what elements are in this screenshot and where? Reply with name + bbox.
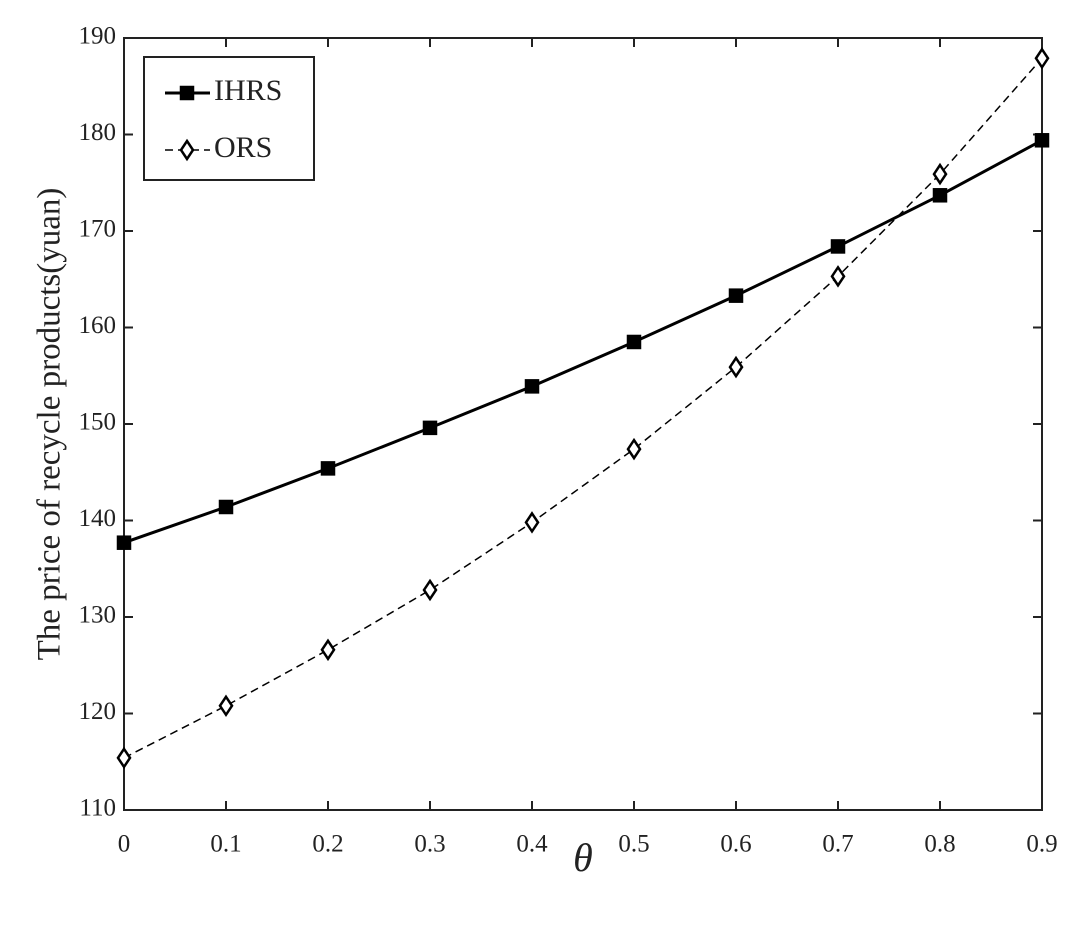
legend-box	[143, 56, 315, 181]
series-line	[123, 57, 1043, 759]
x-tick-label: 0.3	[414, 831, 445, 858]
x-axis-label: θ	[573, 835, 593, 880]
legend-label: ORS	[214, 131, 272, 164]
x-tick-label: 0.9	[1026, 831, 1057, 858]
marker	[116, 535, 132, 550]
x-tick-label: 0	[118, 831, 131, 858]
marker	[320, 461, 336, 476]
marker	[830, 239, 846, 254]
legend-marker	[179, 138, 195, 162]
marker	[830, 265, 846, 288]
marker	[116, 746, 132, 770]
legend-label: IHRS	[214, 74, 282, 107]
marker	[1034, 47, 1050, 70]
marker	[218, 694, 234, 718]
x-tick-label: 0.5	[618, 831, 649, 858]
y-tick-label: 170	[79, 216, 117, 243]
y-axis-label: The price of recycle products(yuan)	[32, 188, 68, 661]
y-tick-label: 150	[79, 409, 117, 436]
marker	[320, 638, 336, 662]
marker	[728, 288, 744, 303]
marker	[524, 511, 540, 534]
x-tick-label: 0.1	[210, 831, 241, 858]
y-tick-label: 160	[79, 312, 117, 339]
marker	[218, 499, 234, 515]
marker	[932, 162, 948, 186]
x-tick-label: 0.8	[924, 831, 955, 858]
x-tick-label: 0.4	[516, 831, 548, 858]
marker	[626, 334, 642, 350]
y-tick-label: 120	[79, 698, 117, 725]
marker	[524, 379, 540, 394]
y-tick-label: 190	[79, 23, 117, 50]
x-tick-label: 0.7	[822, 831, 853, 858]
y-tick-label: 110	[79, 795, 116, 822]
y-tick-label: 140	[79, 505, 117, 532]
legend-marker	[179, 85, 195, 101]
marker	[1034, 133, 1050, 148]
marker	[932, 188, 948, 203]
series-line	[123, 138, 1043, 545]
x-tick-label: 0.6	[720, 831, 751, 858]
marker	[728, 355, 744, 379]
y-tick-label: 180	[79, 119, 117, 146]
marker	[626, 437, 642, 461]
x-tick-label: 0.2	[312, 831, 343, 858]
y-tick-label: 130	[79, 602, 117, 629]
marker	[422, 420, 438, 436]
marker	[422, 578, 438, 602]
